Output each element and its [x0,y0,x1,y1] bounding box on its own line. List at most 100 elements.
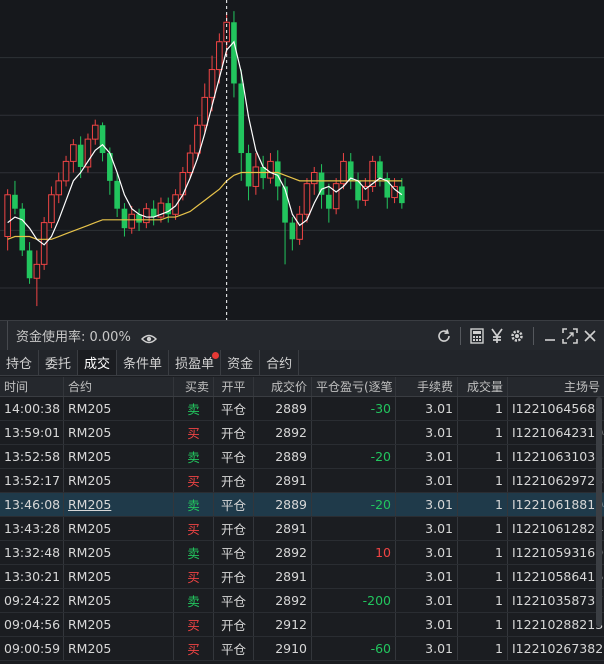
yen-icon[interactable] [487,326,507,346]
column-header[interactable]: 主场号 [563,380,600,394]
cell-id: I122106456813 [512,401,604,416]
column-header[interactable]: 时间 [0,377,64,396]
cell-id: I122105931690 [512,545,604,560]
cell-price: 2891 [254,469,312,492]
column-header[interactable]: 平仓盈亏(逐笔 [312,377,396,396]
cell-pnl: 10 [312,541,396,564]
candle-down [289,222,296,240]
toolbar-separator [460,326,461,345]
tab-label: 资金 [227,357,254,372]
table-row[interactable]: 09:00:59 RM205 买平仓 2910 -60 3.01 1 I12210267382… [0,637,604,661]
cell-id: I122106188104 [512,497,604,512]
table-row[interactable]: 14:00:38 RM205 卖平仓 2889 -30 3.01 1 I12210645681… [0,397,604,421]
tab-5[interactable]: 资金 [221,350,261,375]
cell-qty: 1 [458,541,508,564]
candle-down [355,180,361,201]
cell-price: 2892 [254,421,312,444]
table-row[interactable]: 13:59:01 RM205 买开仓 2892 3.01 1 I122106423104 [0,421,604,445]
cell-contract: RM205 [64,637,174,660]
cell-side: 买 [174,637,214,660]
candle-down [99,125,106,154]
cell-pnl [312,421,396,444]
cell-time: 13:43:28 [0,517,64,540]
cell-time: 09:00:59 [0,637,64,660]
gear-icon[interactable] [507,326,527,346]
cell-fee: 3.01 [396,469,458,492]
cell-qty: 1 [458,493,508,516]
tab-1[interactable]: 委托 [39,350,79,375]
refresh-icon[interactable] [434,326,454,346]
cell-price: 2889 [254,397,312,420]
cell-time: 09:24:22 [0,589,64,612]
trade-tabs: 持仓 委托 成交 条件单 损盈单 资金 合约 [0,350,604,376]
table-row[interactable]: 13:52:58 RM205 卖平仓 2889 -20 3.01 1 I12210631035… [0,445,604,469]
table-row[interactable]: 13:30:21 RM205 买开仓 2891 3.01 1 I122105864167 [0,565,604,589]
column-header[interactable]: 成交量 [458,377,508,396]
cell-id: I122103587379 [512,593,604,608]
cell-side: 买 [174,421,214,444]
cell-time: 13:46:08 [0,493,64,516]
table-row[interactable]: 13:46:08 RM205 卖平仓 2889 -20 3.01 1 I12210618810… [0,493,604,517]
cell-contract: RM205 [64,613,174,636]
column-header[interactable]: 合约 [64,377,174,396]
cell-contract: RM205 [64,565,174,588]
trades-table: 时间 合约 买卖 开平 成交价 平仓盈亏(逐笔 手续费 成交量 主场号 14:00:38 RM20… [0,377,604,664]
table-body: 14:00:38 RM205 卖平仓 2889 -30 3.01 1 I12210645681… [0,397,604,661]
minimize-icon[interactable] [540,326,560,346]
column-header[interactable]: 手续费 [396,377,458,396]
expand-icon[interactable] [560,326,580,346]
cell-open-close: 开仓 [214,565,254,588]
tab-label: 成交 [84,357,111,372]
table-row[interactable]: 09:24:22 RM205 卖平仓 2892 -200 3.01 1 I1221035873… [0,589,604,613]
cell-contract: RM205 [64,421,174,444]
cell-price: 2891 [254,565,312,588]
vertical-scrollbar[interactable] [596,397,602,627]
cell-price: 2889 [254,445,312,468]
table-row[interactable]: 09:04:56 RM205 买开仓 2912 3.01 1 I122102882135 [0,613,604,637]
cell-open-close: 平仓 [214,445,254,468]
table-row[interactable]: 13:32:48 RM205 卖平仓 2892 10 3.01 1 I122105931690 [0,541,604,565]
calculator-icon[interactable] [467,326,487,346]
candle-down [114,180,120,209]
table-row[interactable]: 13:52:17 RM205 买开仓 2891 3.01 1 I122106297230 [0,469,604,493]
cell-price: 2889 [254,493,312,516]
column-header[interactable]: 买卖 [174,377,214,396]
candle-down [326,194,332,209]
candle-up [340,160,347,185]
table-row[interactable]: 13:43:28 RM205 买开仓 2891 3.01 1 I122106128246 [0,517,604,541]
tab-label: 损盈单 [175,357,215,372]
tab-0[interactable]: 持仓 [0,350,40,375]
cell-open-close: 开仓 [214,421,254,444]
panel-edge [0,320,8,351]
tab-2[interactable]: 成交 [78,350,118,375]
candle-up [252,166,260,187]
cell-fee: 3.01 [396,421,458,444]
column-header[interactable]: 开平 [214,377,254,396]
cell-fee: 3.01 [396,397,458,420]
cell-price: 2910 [254,637,312,660]
column-header[interactable]: 成交价 [254,377,312,396]
cell-fee: 3.01 [396,445,458,468]
tab-3[interactable]: 条件单 [117,350,170,375]
candle-down [384,178,391,198]
cell-side: 买 [174,517,214,540]
cell-side: 买 [174,565,214,588]
cell-open-close: 开仓 [214,469,254,492]
cell-side: 买 [174,469,214,492]
candle-down [26,250,33,279]
eye-icon[interactable] [140,330,157,343]
cell-id: I122102882135 [512,617,604,632]
cell-time: 13:52:17 [0,469,64,492]
candle-up [4,194,11,238]
cell-contract: RM205 [64,517,174,540]
cell-contract: RM205 [64,589,174,612]
cell-qty: 1 [458,589,508,612]
kline-chart[interactable] [0,0,604,320]
cell-fee: 3.01 [396,517,458,540]
tab-6[interactable]: 合约 [260,350,300,375]
cell-contract: RM205 [64,541,174,564]
tab-4[interactable]: 损盈单 [169,350,222,375]
candle-up [70,144,77,162]
close-icon[interactable] [580,326,600,346]
tab-label: 委托 [45,357,72,372]
